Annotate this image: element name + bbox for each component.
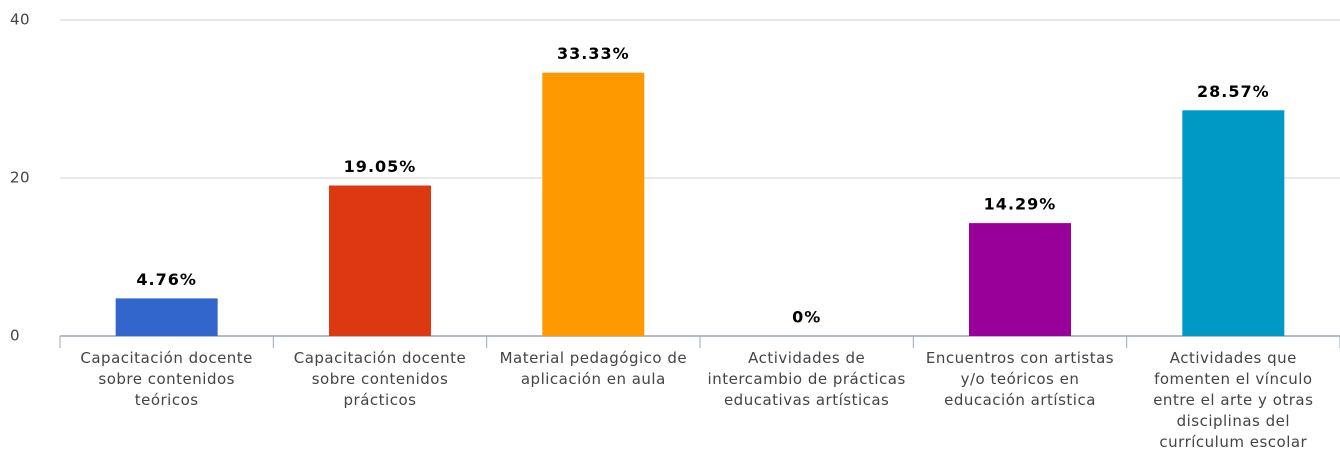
bar	[969, 223, 1071, 336]
label-line: currículum escolar	[1159, 433, 1307, 451]
label-line: Actividades de	[748, 349, 865, 367]
label-line: fomenten el vínculo	[1154, 370, 1313, 388]
label-line: sobre contenidos	[312, 370, 449, 388]
bar	[115, 298, 218, 336]
x-tick-label: Capacitación docente sobre contenidos teór…	[80, 349, 253, 409]
label-line: Actividades que	[1170, 349, 1297, 367]
value-label: 0%	[792, 308, 821, 327]
y-tick-label: 0	[10, 327, 20, 345]
bar	[542, 72, 645, 337]
label-line: disciplinas del	[1177, 412, 1290, 430]
value-label: 4.76%	[136, 270, 197, 289]
x-tick-label: Actividades que fomenten el vínculo entre …	[1153, 349, 1313, 451]
label-line: Encuentros con artistas	[926, 349, 1114, 367]
label-line: educación artística	[944, 391, 1096, 409]
x-tick-label: Capacitación docente sobre contenidos prác…	[294, 349, 467, 409]
label-line: entre el arte y otras	[1153, 391, 1313, 409]
bar	[1182, 110, 1285, 336]
label-line: intercambio de prácticas	[708, 370, 906, 388]
label-line: aplicación en aula	[521, 370, 666, 388]
value-label: 33.33%	[557, 44, 630, 63]
label-line: prácticos	[344, 391, 417, 409]
value-label: 14.29%	[984, 195, 1057, 214]
value-label: 28.57%	[1197, 82, 1270, 101]
x-tick-label: Encuentros con artistas y/o teóricos en ed…	[926, 349, 1114, 409]
x-tick-label: Material pedagógico de aplicación en aula	[500, 349, 688, 388]
label-line: Capacitación docente	[294, 349, 467, 367]
label-line: y/o teóricos en	[961, 370, 1080, 388]
label-line: Capacitación docente	[80, 349, 253, 367]
bar	[329, 185, 431, 336]
label-line: educativas artísticas	[724, 391, 889, 409]
label-line: teóricos	[135, 391, 199, 409]
value-label: 19.05%	[344, 157, 417, 176]
label-line: sobre contenidos	[98, 370, 235, 388]
x-tick-label: Actividades de intercambio de prácticas ed…	[708, 349, 906, 409]
y-tick-label: 40	[10, 11, 30, 29]
label-line: Material pedagógico de	[500, 349, 688, 367]
y-tick-label: 20	[10, 169, 30, 187]
